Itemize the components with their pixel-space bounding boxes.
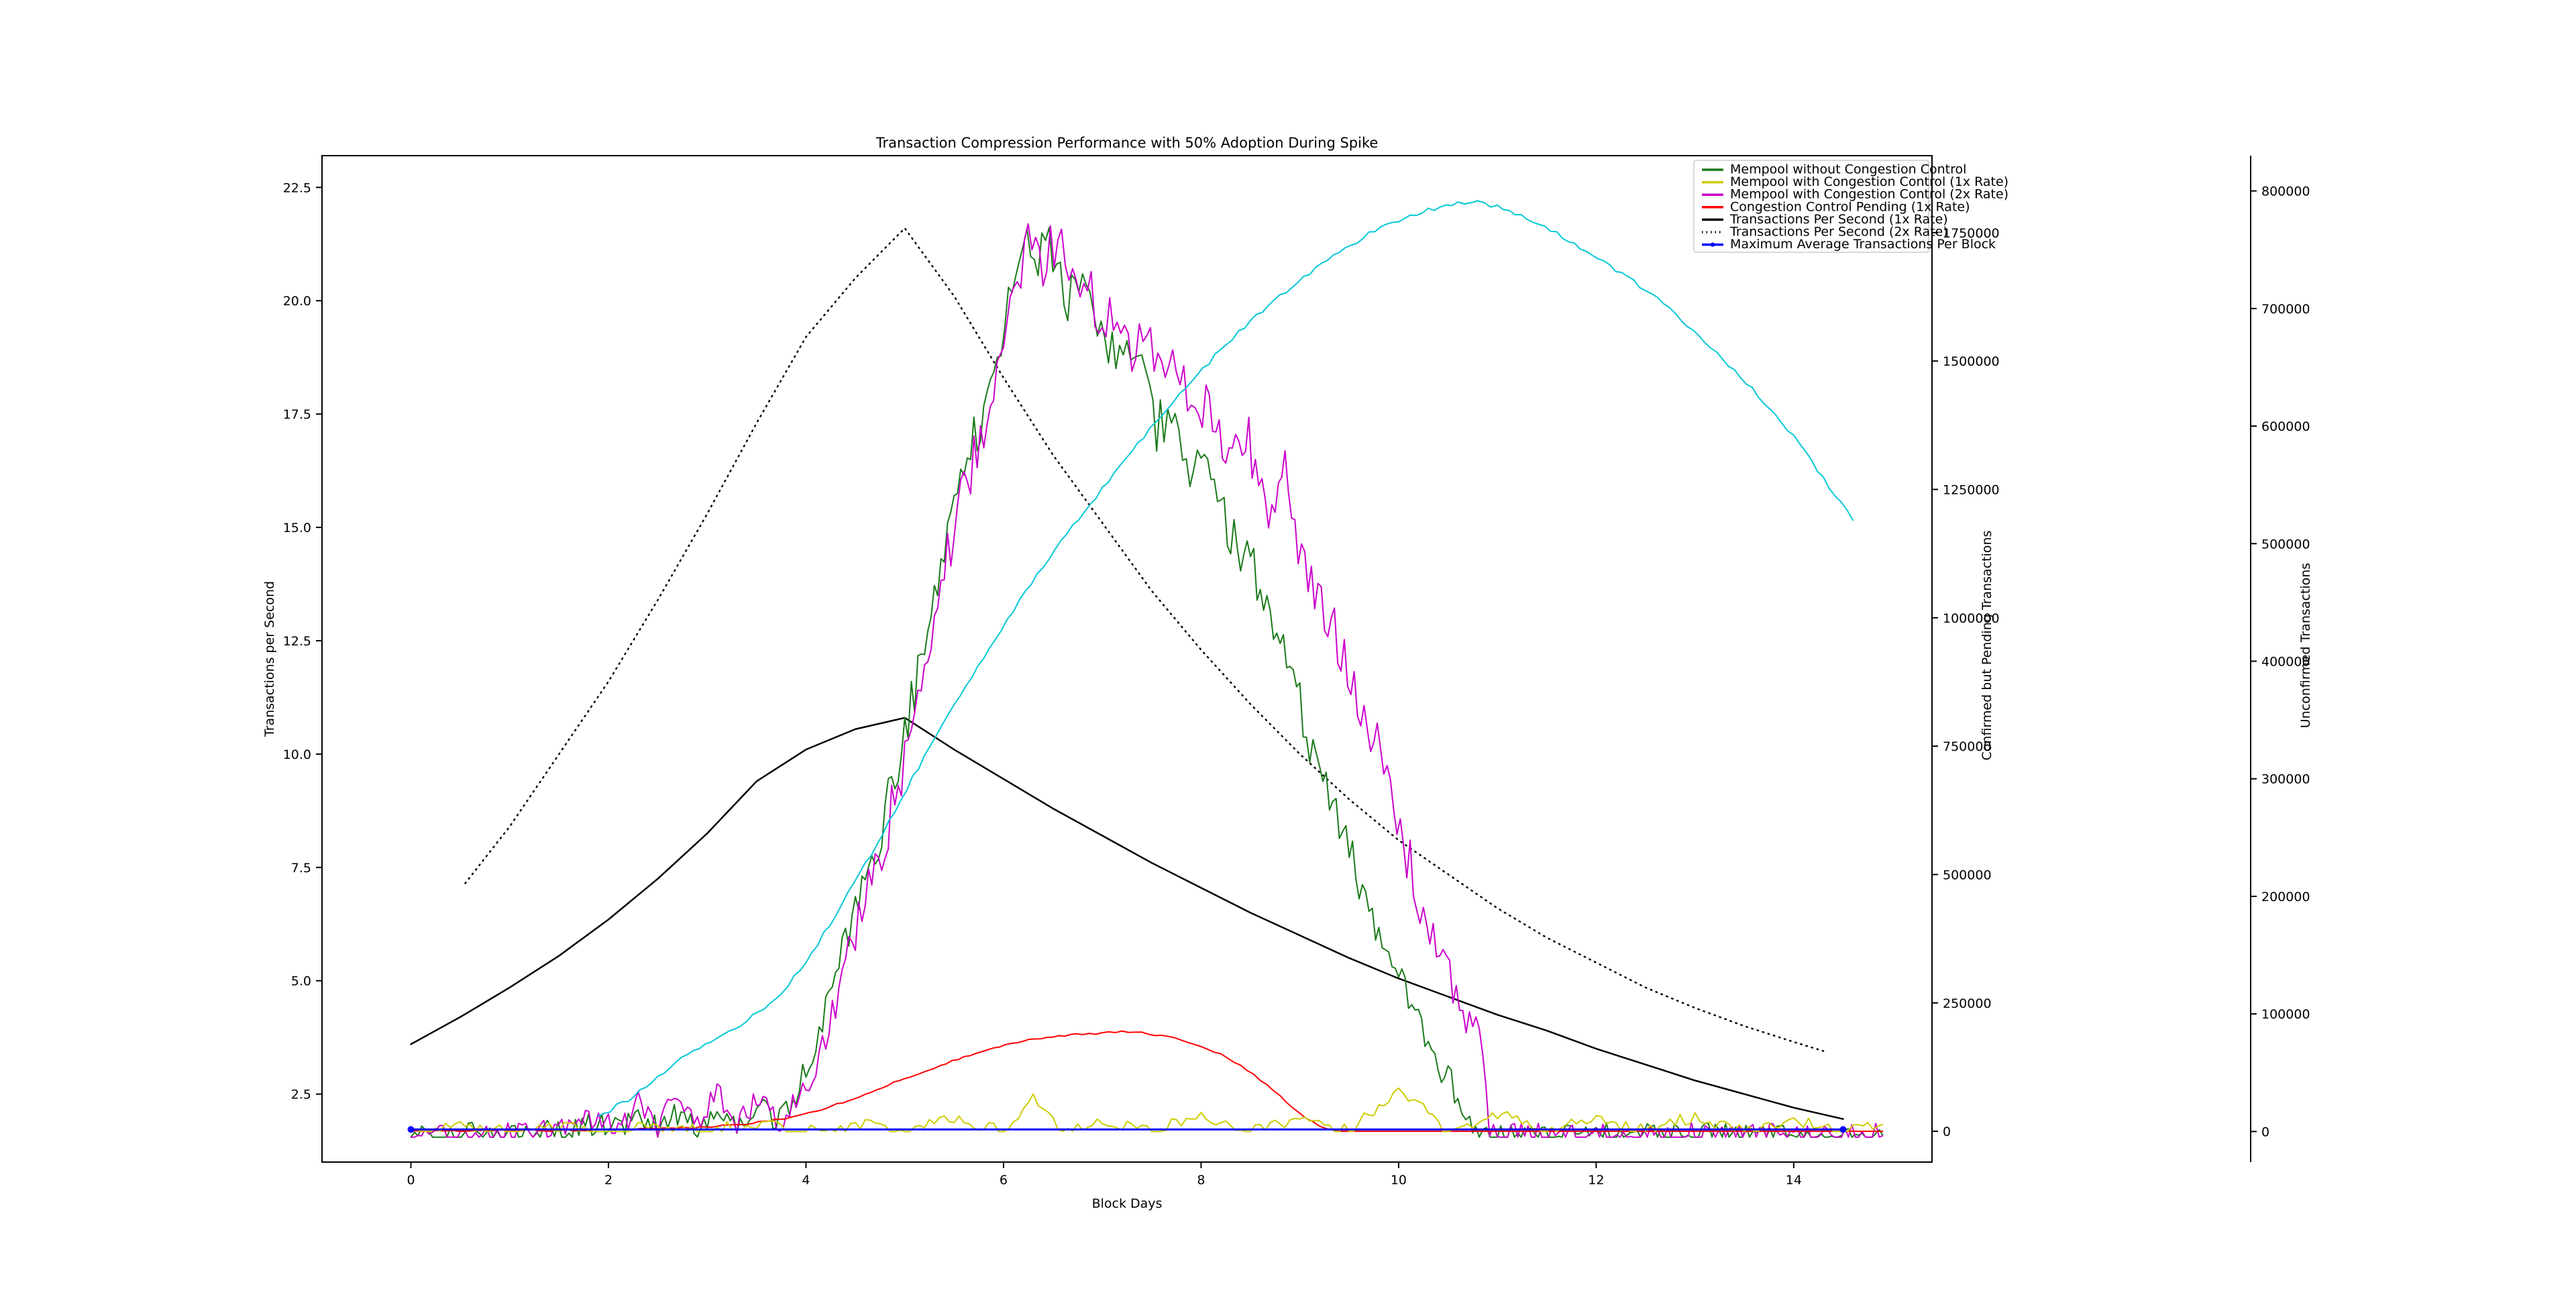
series-transactions-per-second-1x-rate [410, 717, 1844, 1120]
x-tick-label: 12 [1588, 1173, 1604, 1188]
series-marker-dot [407, 1126, 415, 1133]
y-tick-label-left: 2.5 [291, 1088, 311, 1102]
legend-item[interactable]: Mempool with Congestion Control (1x Rate… [1702, 174, 2008, 189]
y-axis-title-right1: Confirmed but Pending Transactions [1980, 531, 1994, 761]
y-tick-label-left: 7.5 [291, 861, 311, 876]
legend-item[interactable]: Congestion Control Pending (1x Rate) [1702, 199, 1970, 214]
legend-label-1: Mempool with Congestion Control (1x Rate… [1730, 174, 2008, 189]
series-layer [407, 200, 1884, 1138]
y-tick-label-right1: 1500000 [1943, 354, 2000, 369]
x-tick-label: 6 [1000, 1173, 1008, 1188]
chart-title: Transaction Compression Performance with… [875, 135, 1379, 151]
y-tick-label-left: 12.5 [283, 634, 311, 649]
y-tick-label-left: 17.5 [283, 407, 311, 422]
y-tick-label-right2: 400000 [2261, 655, 2310, 670]
y-tick-label-right1: 1250000 [1943, 482, 2000, 497]
legend-item[interactable]: Maximum Average Transactions Per Block [1702, 237, 1996, 252]
y-tick-label-left: 10.0 [283, 747, 311, 762]
y-tick-label-right2: 300000 [2261, 772, 2310, 787]
legend-marker-dot [1710, 242, 1715, 247]
plot-frame [321, 155, 1933, 1163]
legend-label-0: Mempool without Congestion Control [1730, 162, 1966, 177]
x-axis: 0 2 4 6 8 10 12 14 Block Days [407, 1162, 1802, 1211]
y-tick-label-left: 5.0 [291, 974, 311, 989]
legend-label-4: Transactions Per Second (1x Rate) [1729, 212, 1948, 227]
y-tick-label-right1: 250000 [1943, 996, 1992, 1011]
y-tick-label-right2: 100000 [2261, 1007, 2310, 1022]
y-tick-label-right1: 750000 [1943, 739, 1992, 754]
y-tick-label-right2: 600000 [2261, 419, 2310, 434]
y-tick-label-right2: 500000 [2261, 537, 2310, 552]
x-tick-label: 14 [1786, 1173, 1802, 1188]
y-tick-label-left: 15.0 [283, 521, 311, 535]
y-tick-label-right2: 800000 [2261, 185, 2310, 199]
y-tick-label-right1: 500000 [1943, 868, 1992, 882]
x-tick-label: 10 [1391, 1173, 1407, 1188]
series-marker-dot [1839, 1126, 1847, 1133]
series-mempool-with-congestion-control-1x-rate [410, 1087, 1884, 1133]
x-axis-title: Block Days [1092, 1196, 1163, 1211]
legend: Mempool without Congestion ControlMempoo… [1693, 160, 2008, 253]
legend-item[interactable]: Transactions Per Second (2x Rate) [1702, 225, 1948, 240]
series-mempool-with-congestion-control-2x-rate [410, 223, 1884, 1138]
y-tick-label-right1: 1750000 [1943, 226, 2000, 241]
y-tick-label-right1: 0 [1943, 1125, 1951, 1139]
y-axis-right-pending: 0 250000 500000 750000 1000000 1250000 1500000… [1932, 226, 2000, 1139]
series-transactions-per-second-2x-rate [464, 227, 1825, 1052]
x-tick-label: 4 [802, 1173, 810, 1188]
y-axis-title-right2: Unconfirmed Transactions [2298, 563, 2313, 728]
x-tick-label: 2 [604, 1173, 612, 1188]
legend-item[interactable]: Mempool without Congestion Control [1702, 162, 1966, 177]
legend-item[interactable]: Mempool with Congestion Control (2x Rate… [1702, 187, 2008, 202]
y-tick-label-right2: 700000 [2261, 302, 2310, 317]
legend-item[interactable]: Transactions Per Second (1x Rate) [1702, 212, 1948, 227]
y-tick-label-left: 22.5 [283, 180, 311, 195]
y-axis-right-unconfirmed: 0 100000 200000 300000 400000 500000 600000 700… [2250, 156, 2313, 1162]
legend-label-2: Mempool with Congestion Control (2x Rate… [1730, 187, 2008, 202]
series-mempool-without-congestion-control [410, 227, 1884, 1138]
legend-label-3: Congestion Control Pending (1x Rate) [1730, 199, 1970, 214]
legend-label-6: Maximum Average Transactions Per Block [1730, 237, 1996, 252]
y-tick-label-right2: 0 [2261, 1125, 2269, 1139]
x-tick-label: 0 [407, 1173, 415, 1188]
legend-background [1693, 160, 1929, 253]
y-axis-left: 2.5 5.0 7.5 10.0 12.5 15.0 17.5 20.0 22.5 Transac… [262, 180, 322, 1102]
y-tick-label-left: 20.0 [283, 294, 311, 309]
y-tick-label-right1: 1000000 [1943, 611, 2000, 626]
y-axis-title-left: Transactions per Second [262, 581, 277, 737]
legend-label-5: Transactions Per Second (2x Rate) [1729, 225, 1948, 240]
series-unconfirmed-transactions-cyan-trace [598, 200, 1854, 1116]
x-tick-label: 8 [1197, 1173, 1205, 1188]
y-tick-label-right2: 200000 [2261, 890, 2310, 904]
